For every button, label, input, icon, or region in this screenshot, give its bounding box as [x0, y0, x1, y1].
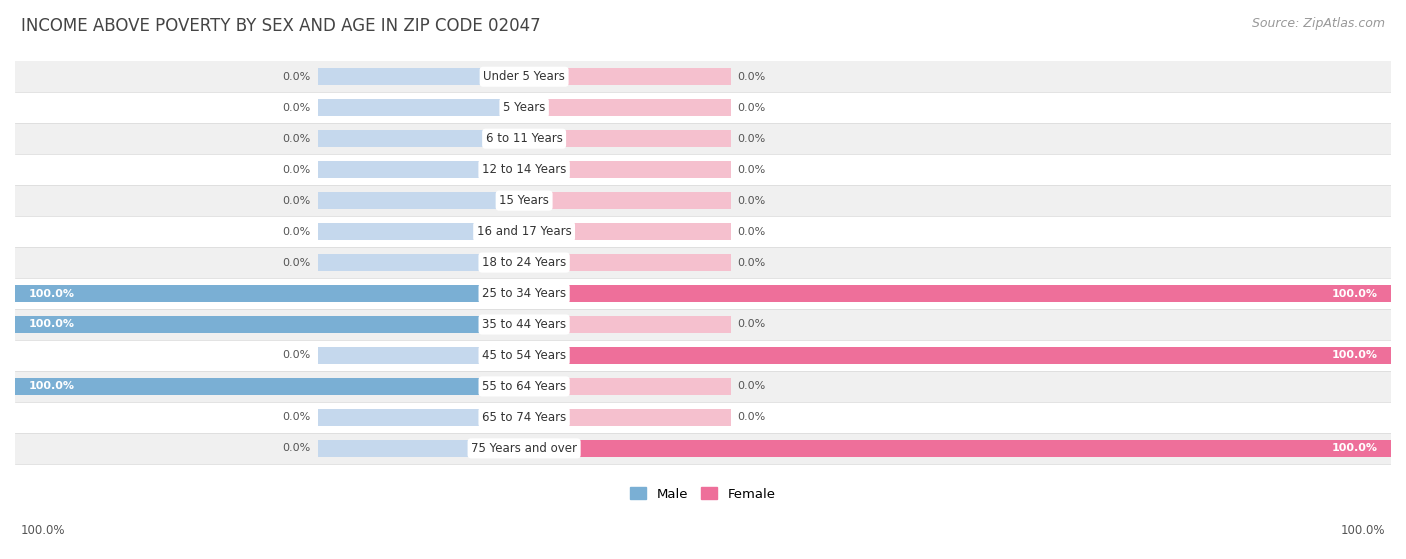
- Bar: [15, 371, 1391, 402]
- Text: 100.0%: 100.0%: [1340, 524, 1385, 537]
- Text: 0.0%: 0.0%: [737, 72, 766, 82]
- Bar: [524, 285, 1391, 302]
- Bar: [524, 130, 731, 147]
- Bar: [318, 254, 524, 271]
- Bar: [318, 285, 524, 302]
- Text: 18 to 24 Years: 18 to 24 Years: [482, 256, 567, 269]
- Text: Under 5 Years: Under 5 Years: [484, 70, 565, 83]
- Text: 15 Years: 15 Years: [499, 194, 550, 207]
- Bar: [15, 216, 1391, 247]
- Bar: [524, 192, 731, 209]
- Bar: [318, 409, 524, 426]
- Bar: [524, 409, 731, 426]
- Text: 0.0%: 0.0%: [737, 134, 766, 144]
- Text: 100.0%: 100.0%: [28, 288, 75, 299]
- Text: 100.0%: 100.0%: [21, 524, 66, 537]
- Text: 0.0%: 0.0%: [283, 165, 311, 174]
- Bar: [15, 92, 1391, 123]
- Text: 0.0%: 0.0%: [283, 226, 311, 236]
- Bar: [524, 99, 731, 116]
- Bar: [524, 68, 731, 86]
- Bar: [15, 309, 1391, 340]
- Bar: [318, 223, 524, 240]
- Text: 0.0%: 0.0%: [737, 320, 766, 329]
- Bar: [318, 68, 524, 86]
- Text: 5 Years: 5 Years: [503, 101, 546, 114]
- Bar: [318, 192, 524, 209]
- Bar: [15, 316, 524, 333]
- Bar: [318, 347, 524, 364]
- Bar: [15, 402, 1391, 433]
- Text: 0.0%: 0.0%: [737, 413, 766, 423]
- Text: 0.0%: 0.0%: [283, 103, 311, 113]
- Text: 25 to 34 Years: 25 to 34 Years: [482, 287, 567, 300]
- Legend: Male, Female: Male, Female: [624, 481, 782, 508]
- Bar: [15, 247, 1391, 278]
- Bar: [524, 378, 731, 395]
- Text: INCOME ABOVE POVERTY BY SEX AND AGE IN ZIP CODE 02047: INCOME ABOVE POVERTY BY SEX AND AGE IN Z…: [21, 17, 541, 35]
- Bar: [524, 347, 1391, 364]
- Text: 0.0%: 0.0%: [737, 165, 766, 174]
- Text: 100.0%: 100.0%: [28, 381, 75, 391]
- Bar: [15, 285, 524, 302]
- Text: 0.0%: 0.0%: [283, 413, 311, 423]
- Text: 100.0%: 100.0%: [28, 320, 75, 329]
- Text: 0.0%: 0.0%: [283, 196, 311, 206]
- Bar: [524, 440, 731, 457]
- Text: 0.0%: 0.0%: [737, 381, 766, 391]
- Text: 0.0%: 0.0%: [737, 258, 766, 268]
- Text: 0.0%: 0.0%: [283, 72, 311, 82]
- Text: Source: ZipAtlas.com: Source: ZipAtlas.com: [1251, 17, 1385, 30]
- Bar: [524, 347, 731, 364]
- Text: 0.0%: 0.0%: [737, 103, 766, 113]
- Bar: [318, 161, 524, 178]
- Text: 55 to 64 Years: 55 to 64 Years: [482, 380, 567, 393]
- Bar: [318, 130, 524, 147]
- Text: 100.0%: 100.0%: [1331, 288, 1378, 299]
- Text: 0.0%: 0.0%: [737, 196, 766, 206]
- Text: 0.0%: 0.0%: [283, 134, 311, 144]
- Bar: [15, 433, 1391, 464]
- Bar: [15, 123, 1391, 154]
- Bar: [15, 278, 1391, 309]
- Bar: [318, 440, 524, 457]
- Bar: [318, 316, 524, 333]
- Bar: [15, 61, 1391, 92]
- Bar: [15, 185, 1391, 216]
- Text: 100.0%: 100.0%: [1331, 443, 1378, 453]
- Text: 6 to 11 Years: 6 to 11 Years: [485, 132, 562, 145]
- Text: 0.0%: 0.0%: [737, 226, 766, 236]
- Text: 0.0%: 0.0%: [283, 350, 311, 361]
- Bar: [524, 285, 731, 302]
- Text: 0.0%: 0.0%: [283, 258, 311, 268]
- Text: 45 to 54 Years: 45 to 54 Years: [482, 349, 567, 362]
- Bar: [318, 99, 524, 116]
- Text: 16 and 17 Years: 16 and 17 Years: [477, 225, 571, 238]
- Bar: [524, 440, 1391, 457]
- Text: 100.0%: 100.0%: [1331, 350, 1378, 361]
- Bar: [318, 378, 524, 395]
- Text: 35 to 44 Years: 35 to 44 Years: [482, 318, 567, 331]
- Text: 75 Years and over: 75 Years and over: [471, 442, 576, 455]
- Bar: [524, 223, 731, 240]
- Bar: [15, 340, 1391, 371]
- Bar: [524, 254, 731, 271]
- Text: 12 to 14 Years: 12 to 14 Years: [482, 163, 567, 176]
- Bar: [15, 154, 1391, 185]
- Bar: [15, 378, 524, 395]
- Bar: [524, 316, 731, 333]
- Bar: [524, 161, 731, 178]
- Text: 65 to 74 Years: 65 to 74 Years: [482, 411, 567, 424]
- Text: 0.0%: 0.0%: [283, 443, 311, 453]
